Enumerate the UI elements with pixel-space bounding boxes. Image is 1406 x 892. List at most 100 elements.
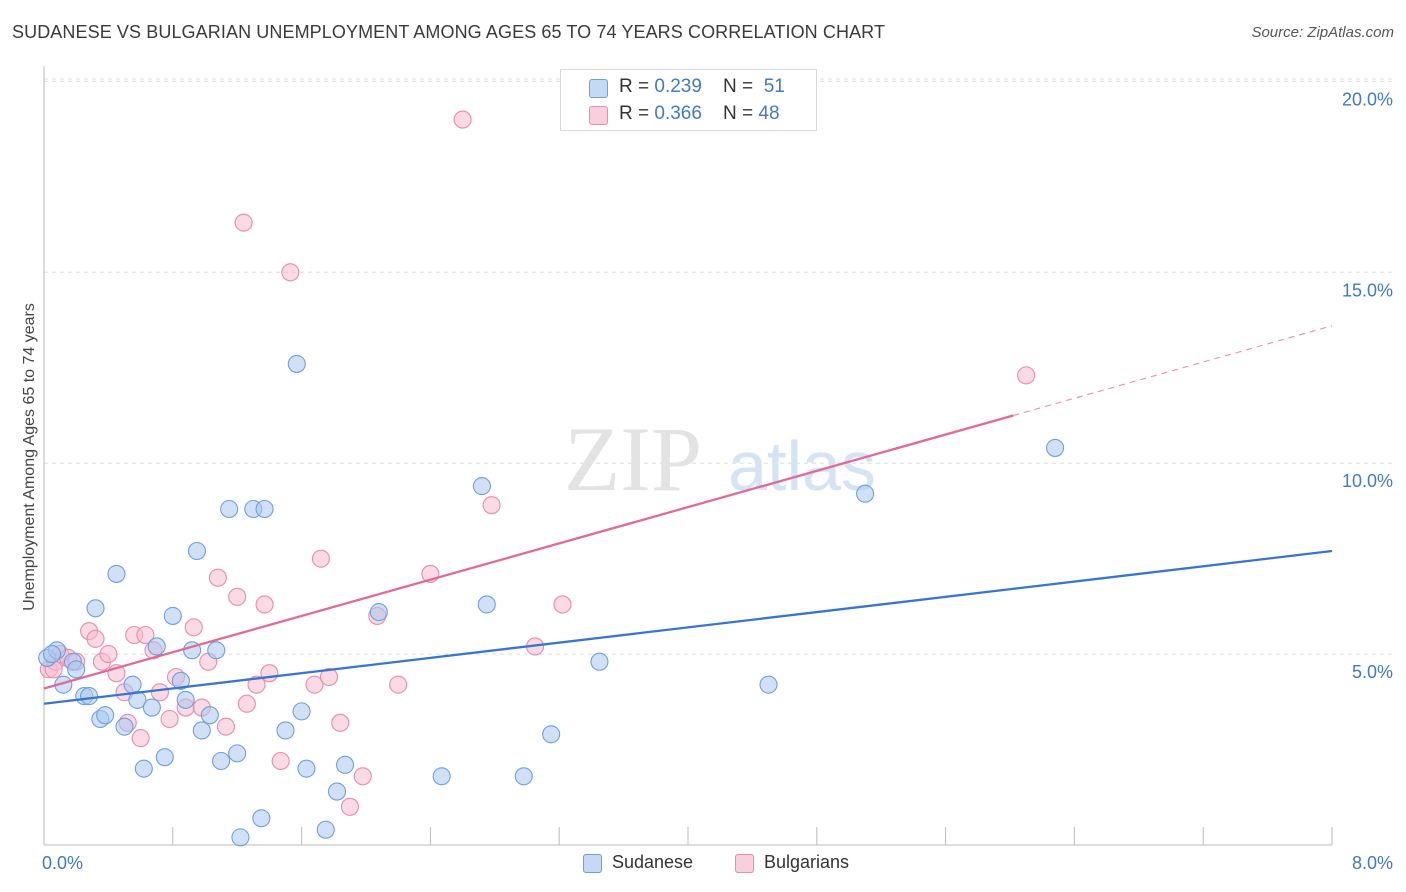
legend-n-label: N =: [723, 76, 759, 97]
legend-r-label: R =: [619, 76, 655, 97]
sudanese-point: [220, 499, 239, 519]
tick-labels: 5.0% 10.0% 15.0% 20.0% 0.0% 8.0%: [42, 89, 1393, 873]
sudanese-point: [67, 660, 86, 679]
bulgarians-point: [160, 709, 179, 729]
bulgarians-point: [389, 675, 408, 694]
bulgarians-trend-line: [43, 414, 1014, 690]
sudanese-point: [542, 725, 561, 744]
sudanese-point: [759, 675, 778, 694]
correlation-legend: R = 0.239 N = 51 R = 0.366 N = 48: [560, 69, 817, 131]
sudanese-point: [128, 690, 147, 709]
bulgarians-point: [453, 110, 472, 129]
bulgarians-point: [271, 751, 290, 771]
sudanese-point: [42, 645, 62, 664]
bulgarians-point: [184, 618, 203, 637]
bulgarians-point: [99, 645, 118, 664]
bulgarians-point: [86, 629, 105, 648]
bulgarians-point: [247, 675, 266, 694]
sudanese-point: [590, 652, 609, 671]
sudanese-point: [327, 782, 347, 801]
bulgarians-point: [255, 595, 274, 614]
sudanese-point: [432, 767, 451, 786]
sudanese-point: [856, 484, 875, 503]
sudanese-point: [147, 637, 166, 656]
sudanese-point: [107, 564, 126, 583]
sudanese-point: [369, 603, 388, 622]
legend-n-value: 48: [758, 103, 780, 124]
sudanese-point: [477, 595, 496, 614]
sudanese-point: [142, 698, 161, 717]
sudanese-point: [292, 702, 311, 721]
data-points: [38, 110, 1065, 847]
bulgarians-point: [331, 713, 350, 732]
sudanese-point: [231, 828, 250, 847]
bulgarians-point: [237, 694, 256, 713]
bulgarians-point: [216, 717, 235, 736]
sudanese-point: [207, 641, 226, 660]
bulgarians-point: [319, 667, 339, 687]
legend-r-value: 0.366: [654, 103, 702, 124]
watermark: ZIP atlas: [564, 408, 876, 510]
bulgarians-point: [234, 213, 253, 232]
source-label: Source: ZipAtlas.com: [1251, 24, 1394, 41]
axes: [43, 66, 1332, 846]
legend-bulgarians-label: Bulgarians: [764, 852, 850, 872]
bulgarians-point: [281, 263, 300, 282]
sudanese-point: [163, 606, 182, 625]
sudanese-point: [228, 744, 247, 763]
bulgarians-point: [228, 587, 247, 606]
trend-lines: [43, 325, 1333, 705]
sudanese-point: [472, 477, 491, 496]
bulgarians-point: [150, 683, 169, 702]
legend-n-value: 51: [763, 76, 785, 97]
sudanese-swatch: [589, 79, 608, 98]
legend-r-value: 0.239: [654, 76, 702, 97]
legend-r-label: R =: [619, 103, 655, 124]
sudanese-point: [276, 721, 295, 740]
sudanese-point: [155, 748, 174, 767]
bulgarians-point: [305, 675, 324, 694]
bulgarians-point: [136, 625, 155, 645]
y-tick-label: 10.0%: [1342, 471, 1393, 491]
x-tick-label: 0.0%: [42, 853, 83, 873]
bulgarians-swatch: [735, 854, 754, 873]
watermark-zip: ZIP: [564, 408, 702, 510]
watermark-atlas: atlas: [728, 427, 876, 505]
sudanese-point: [200, 706, 219, 725]
bulgarians-trend-extension: [1013, 325, 1333, 417]
sudanese-point: [255, 499, 274, 519]
sudanese-point: [1046, 438, 1065, 457]
sudanese-point: [316, 820, 335, 839]
bulgarians-swatch: [589, 106, 608, 125]
chart-title: SUDANESE VS BULGARIAN UNEMPLOYMENT AMONG…: [12, 22, 886, 42]
legend-sudanese-label: Sudanese: [612, 852, 694, 872]
legend-sudanese-text: R = 0.239 N = 51: [619, 76, 785, 98]
legend-bulgarians-text: R = 0.366 N = 48: [619, 103, 780, 125]
sudanese-point: [336, 755, 355, 774]
sudanese-point: [123, 675, 142, 694]
sudanese-point: [134, 759, 153, 778]
y-tick-label: 20.0%: [1342, 89, 1393, 109]
sudanese-point: [297, 759, 316, 778]
bulgarians-point: [553, 595, 572, 614]
bulgarians-point: [482, 496, 501, 515]
sudanese-point: [187, 541, 206, 561]
y-axis-label: Unemployment Among Ages 65 to 74 years: [21, 303, 38, 611]
bulgarians-point: [208, 568, 227, 587]
sudanese-point: [252, 809, 271, 828]
sudanese-point: [115, 717, 134, 736]
sudanese-point: [96, 706, 115, 725]
x-ticks: [172, 827, 1333, 845]
x-tick-label: 8.0%: [1352, 853, 1393, 873]
sudanese-point: [212, 751, 231, 771]
bulgarians-point: [131, 729, 150, 748]
sudanese-point: [86, 599, 105, 618]
sudanese-point: [514, 767, 533, 786]
sudanese-point: [171, 671, 190, 690]
y-tick-label: 5.0%: [1352, 662, 1393, 682]
sudanese-point: [176, 690, 195, 709]
sudanese-point: [192, 721, 211, 740]
bulgarians-point: [260, 664, 279, 683]
sudanese-trend-line: [43, 549, 1333, 705]
